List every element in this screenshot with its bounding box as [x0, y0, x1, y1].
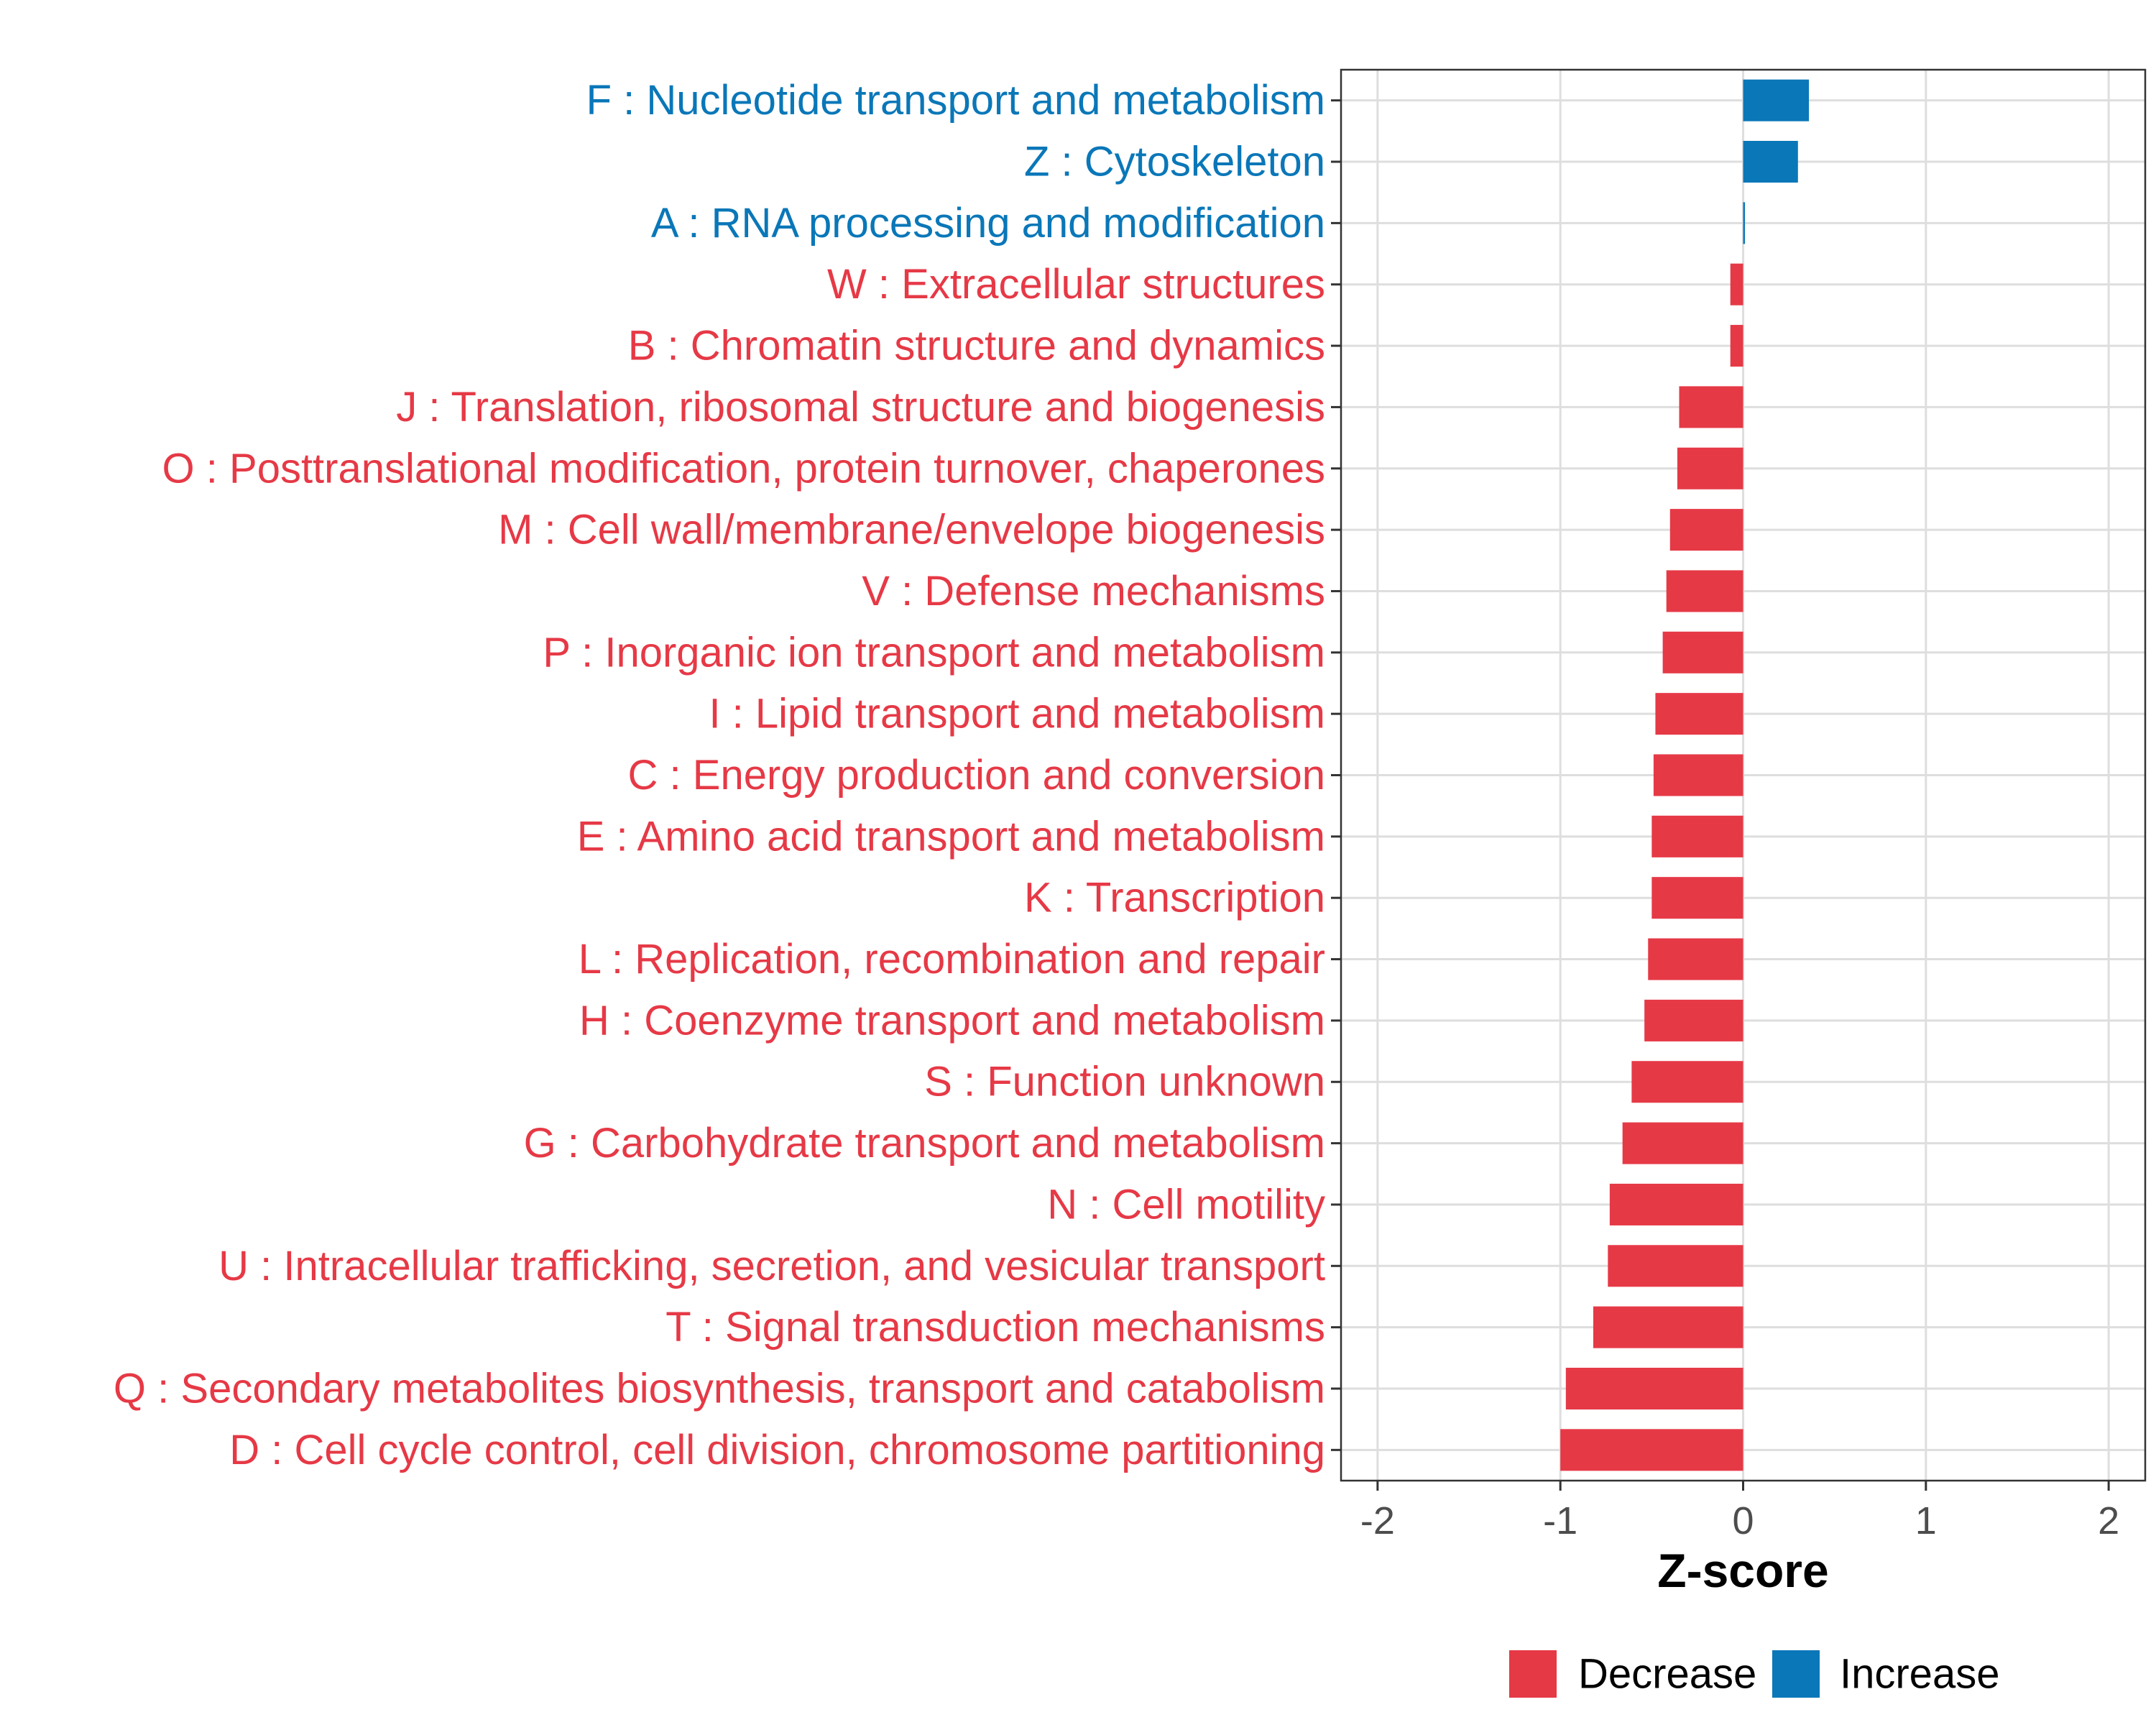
bar: [1669, 509, 1743, 551]
x-axis-title: Z-score: [1657, 1544, 1828, 1597]
x-tick-label: -2: [1360, 1499, 1395, 1542]
bar: [1622, 1122, 1743, 1164]
category-label: Z : Cytoskeleton: [1024, 139, 1325, 185]
category-label: Q : Secondary metabolites biosynthesis, …: [114, 1365, 1325, 1412]
category-label: V : Defense mechanisms: [862, 568, 1325, 615]
category-label: W : Extracellular structures: [827, 261, 1325, 308]
x-tick-label: 1: [1915, 1499, 1937, 1542]
category-label: O : Posttranslational modification, prot…: [162, 445, 1325, 492]
legend-swatch: [1772, 1650, 1820, 1698]
category-label: D : Cell cycle control, cell division, c…: [229, 1427, 1325, 1473]
legend-label: Increase: [1840, 1651, 1999, 1698]
x-tick-label: -1: [1543, 1499, 1577, 1542]
category-label: C : Energy production and conversion: [628, 752, 1325, 799]
legend: Decrease Increase: [1509, 1650, 1999, 1698]
legend-label: Decrease: [1578, 1651, 1756, 1698]
bar: [1662, 631, 1743, 673]
category-label: G : Carbohydrate transport and metabolis…: [524, 1120, 1325, 1167]
bar: [1593, 1306, 1743, 1348]
category-label: B : Chromatin structure and dynamics: [628, 323, 1325, 369]
bar: [1651, 877, 1743, 919]
category-label: T : Signal transduction mechanisms: [665, 1304, 1325, 1351]
bar: [1653, 754, 1743, 796]
category-label: H : Coenzyme transport and metabolism: [579, 997, 1325, 1044]
bar: [1677, 447, 1743, 489]
x-axis-ticks: [1376, 1481, 2110, 1491]
bars: [1560, 79, 1810, 1471]
bar: [1565, 1367, 1743, 1409]
x-tick-label: 0: [1732, 1499, 1754, 1542]
x-tick-label: 2: [2098, 1499, 2119, 1542]
bar: [1743, 79, 1810, 121]
bar: [1666, 570, 1743, 612]
bar: [1730, 263, 1743, 305]
bar: [1679, 386, 1743, 428]
category-label: P : Inorganic ion transport and metaboli…: [543, 629, 1325, 676]
bar: [1560, 1429, 1743, 1471]
category-label: K : Transcription: [1024, 875, 1325, 921]
category-label: J : Translation, ribosomal structure and…: [396, 384, 1325, 431]
bar: [1631, 1061, 1743, 1103]
y-axis-labels: F : Nucleotide transport and metabolism Z…: [114, 77, 1325, 1473]
bar: [1609, 1183, 1743, 1225]
y-axis-ticks: [1331, 99, 1341, 1451]
category-label: S : Function unknown: [924, 1059, 1325, 1105]
bar: [1730, 325, 1743, 367]
category-label: L : Replication, recombination and repai…: [579, 936, 1325, 983]
category-label: E : Amino acid transport and metabolism: [577, 813, 1325, 860]
bar: [1651, 815, 1743, 857]
bar: [1743, 141, 1798, 183]
category-label: M : Cell wall/membrane/envelope biogenes…: [498, 507, 1325, 553]
category-label: N : Cell motility: [1047, 1181, 1325, 1228]
category-label: I : Lipid transport and metabolism: [709, 691, 1325, 737]
bar: [1743, 202, 1746, 244]
category-label: A : RNA processing and modification: [651, 200, 1325, 247]
bar: [1655, 693, 1743, 735]
legend-swatch: [1509, 1650, 1557, 1698]
category-label: U : Intracellular trafficking, secretion…: [218, 1243, 1325, 1289]
bar: [1644, 999, 1743, 1041]
bar: [1648, 938, 1743, 980]
category-label: F : Nucleotide transport and metabolism: [586, 77, 1325, 124]
x-axis-labels: -2 -1 0 1 2: [1360, 1499, 2119, 1542]
bar: [1608, 1245, 1743, 1287]
